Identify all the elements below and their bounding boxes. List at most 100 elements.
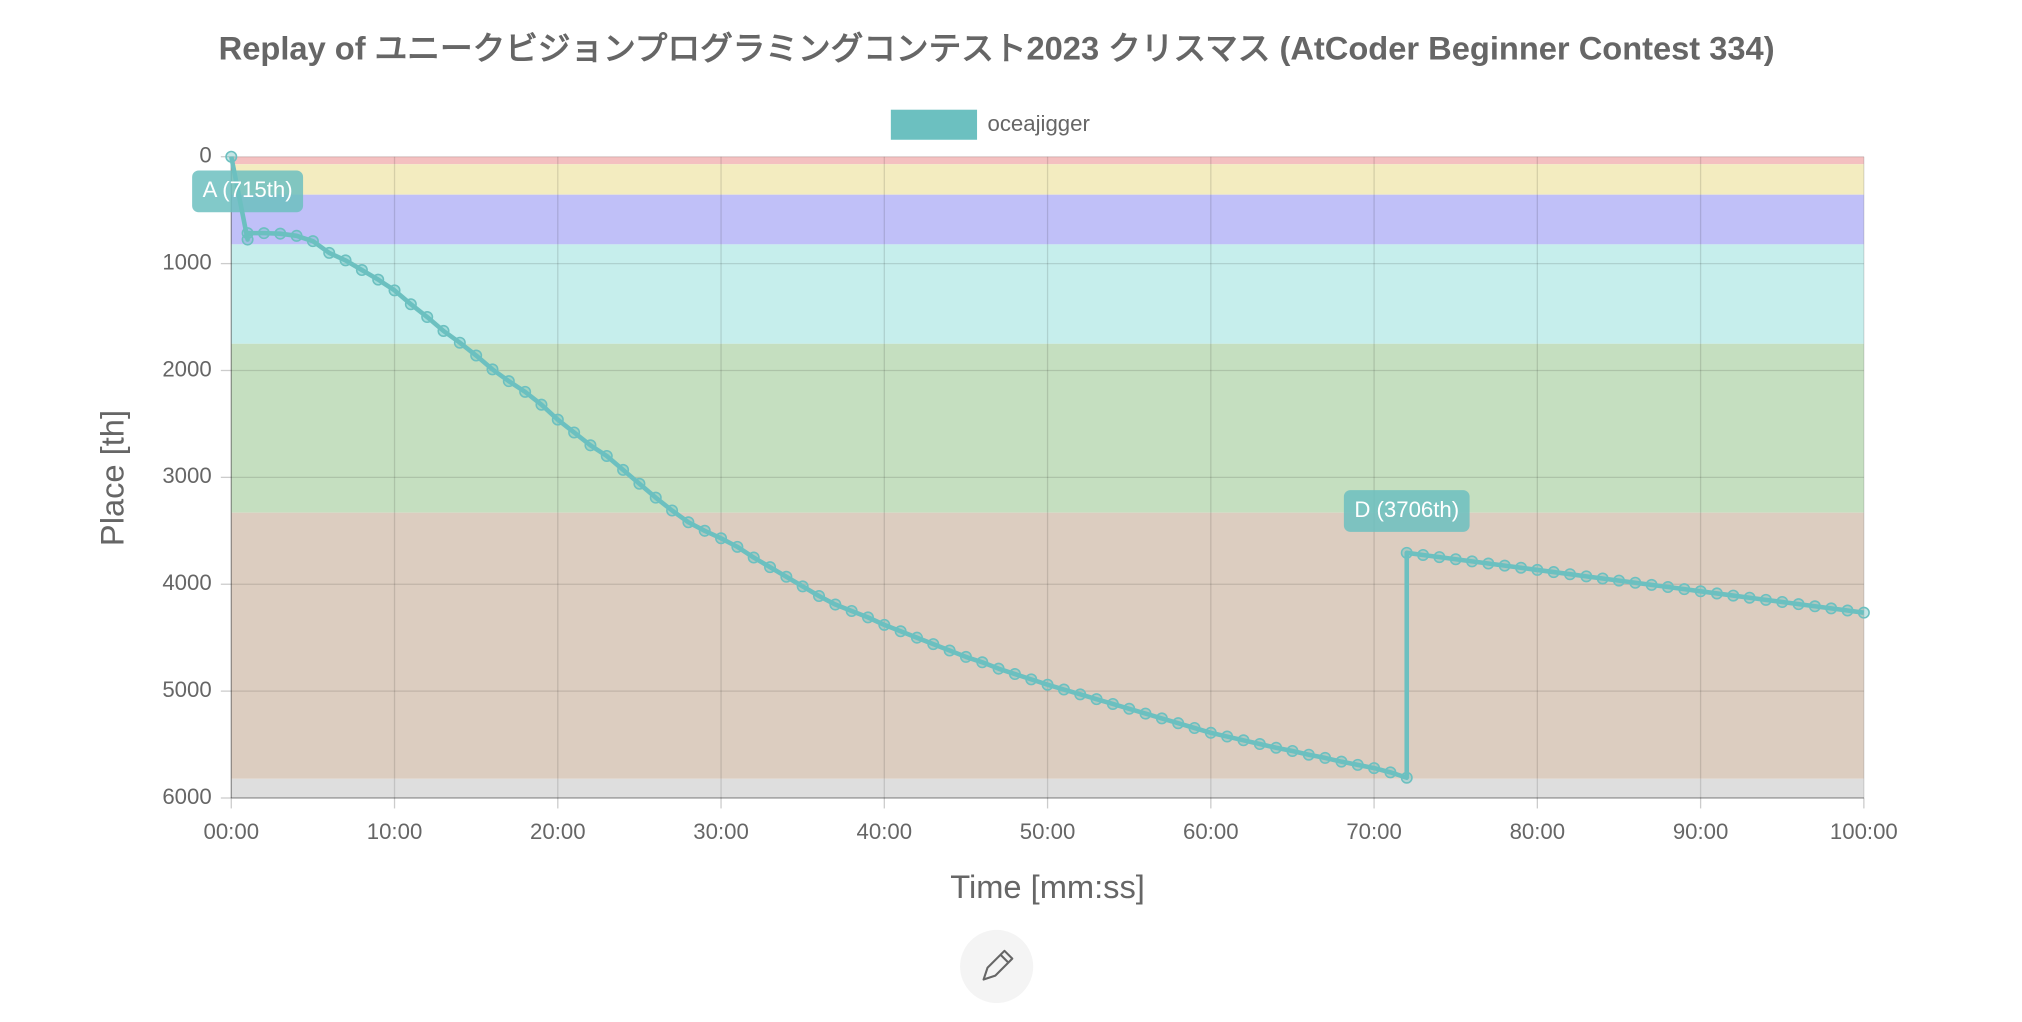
data-point: [1759, 593, 1772, 606]
x-tick-label: 100:00: [1830, 819, 1898, 844]
data-point: [1302, 748, 1315, 761]
data-point: [1335, 755, 1348, 768]
data-point: [1792, 598, 1805, 611]
edit-button[interactable]: [960, 929, 1034, 1004]
x-axis-label: Time [mm:ss]: [950, 868, 1145, 905]
annotation: D (3706th): [1343, 490, 1470, 532]
rating-band: [231, 778, 1864, 799]
x-tick-label: 10:00: [367, 819, 423, 844]
grid: 0 1000 2000 3000 4000 5000 6000 00:00 10:00 20:00…: [162, 143, 1897, 845]
annotation: A (715th): [192, 170, 304, 213]
annotation-box: [192, 170, 304, 213]
data-point: [551, 413, 564, 426]
data-point: [747, 551, 760, 564]
data-point: [519, 385, 532, 398]
data-point: [323, 246, 336, 259]
data-point: [1645, 578, 1658, 591]
rating-band: [231, 244, 1864, 344]
data-point: [666, 504, 679, 517]
data-point: [1106, 697, 1119, 710]
data-point: [1123, 702, 1136, 715]
data-point: [992, 662, 1005, 675]
x-tick-label: 50:00: [1020, 819, 1076, 844]
legend-swatch: [890, 109, 978, 140]
data-point: [1580, 570, 1593, 583]
data-point: [1319, 751, 1332, 764]
data-point: [241, 227, 254, 240]
data-point: [372, 273, 385, 286]
x-tick-label: 90:00: [1673, 819, 1729, 844]
data-point: [633, 477, 646, 490]
data-point: [1172, 717, 1185, 730]
data-point: [682, 516, 695, 529]
data-point: [339, 254, 352, 267]
data-point: [1041, 678, 1054, 691]
data-point: [1139, 707, 1152, 720]
data-point: [470, 349, 483, 362]
y-tick-label: 3000: [162, 463, 211, 488]
data-point: [829, 598, 842, 611]
data-point: [927, 638, 940, 651]
edit-button-bg[interactable]: [960, 929, 1034, 1004]
data-point: [568, 426, 581, 439]
data-point: [1710, 587, 1723, 600]
data-point: [1808, 600, 1821, 613]
series-line: [229, 156, 1865, 780]
data-point: [355, 264, 368, 277]
data-point: [1270, 741, 1283, 754]
data-point: [388, 284, 401, 297]
chart-title: Replay of ユニークビジョンプログラミングコンテスト2023 クリスマス…: [219, 30, 1775, 67]
data-point: [649, 491, 662, 504]
data-point: [731, 540, 744, 553]
data-point: [1237, 734, 1250, 747]
data-point: [600, 449, 613, 463]
data-point: [1515, 561, 1528, 574]
data-point: [1449, 553, 1462, 566]
data-point: [502, 375, 515, 388]
data-point: [1368, 762, 1381, 775]
x-tick-label: 00:00: [204, 819, 260, 844]
edit-icon: [982, 949, 1014, 981]
data-point: [535, 398, 548, 411]
data-point: [1253, 738, 1266, 751]
data-point: [1057, 683, 1070, 696]
x-tick-label: 80:00: [1510, 819, 1566, 844]
data-point: [1743, 591, 1756, 604]
data-point: [812, 589, 826, 603]
data-point: [910, 631, 923, 644]
y-tick-label: 6000: [162, 784, 211, 809]
data-point: [943, 644, 956, 657]
x-tick-label: 30:00: [693, 819, 749, 844]
data-point: [1400, 546, 1413, 559]
data-point: [617, 463, 630, 476]
y-tick-label: 5000: [162, 677, 211, 702]
data-point: [584, 439, 597, 452]
data-point: [1188, 721, 1201, 735]
data-point: [780, 570, 793, 583]
annotation-label: D (3706th): [1354, 497, 1459, 522]
y-tick-label: 2000: [162, 356, 211, 381]
data-point: [698, 524, 711, 537]
y-tick-label: 1000: [162, 249, 211, 274]
data-point: [1155, 712, 1168, 725]
data-point: [421, 311, 434, 324]
data-point: [1090, 693, 1103, 706]
annotation-box: [1343, 490, 1470, 532]
data-point: [290, 229, 303, 242]
rating-band: [231, 343, 1864, 513]
x-tick-label: 60:00: [1183, 819, 1239, 844]
rating-band: [231, 164, 1864, 195]
data-point: [1074, 688, 1087, 701]
data-point: [1727, 589, 1740, 602]
data-point: [1482, 557, 1495, 570]
data-point: [959, 650, 972, 663]
rating-band: [231, 512, 1864, 779]
x-tick-label: 40:00: [857, 819, 913, 844]
data-point: [453, 336, 466, 349]
data-point: [1025, 673, 1038, 686]
data-point: [1857, 606, 1870, 619]
data-point: [404, 298, 417, 311]
y-axis-label: Place [th]: [94, 410, 131, 546]
x-tick-label: 20:00: [530, 819, 586, 844]
